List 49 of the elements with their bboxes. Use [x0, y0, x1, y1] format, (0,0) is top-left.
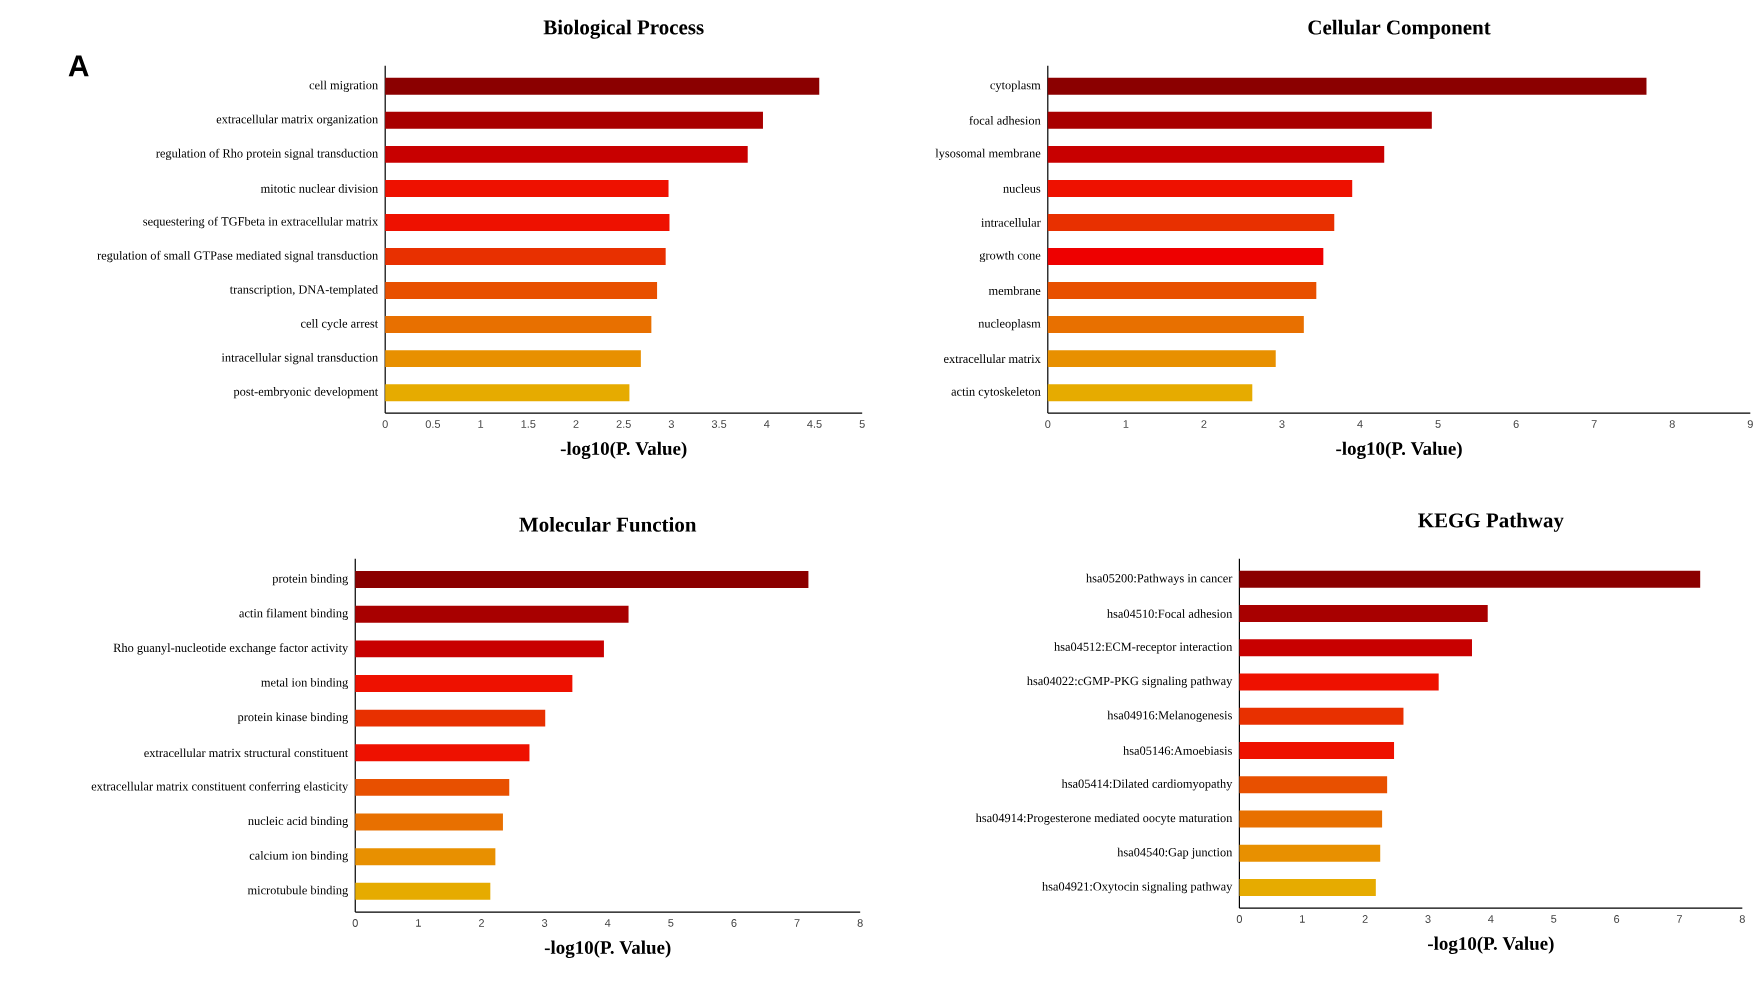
bar: [355, 778, 510, 796]
x-axis-title: -log10(P. Value): [1427, 936, 1554, 954]
chart-title: KEGG Pathway: [1418, 512, 1564, 532]
bar: [385, 111, 763, 129]
bar: [1047, 111, 1432, 129]
bar: [1239, 673, 1439, 691]
bar: [385, 214, 670, 231]
chart-title: Biological Process: [543, 19, 704, 39]
bar: [355, 848, 496, 866]
bar: [385, 77, 820, 95]
bar: [355, 571, 809, 589]
bar: [385, 179, 669, 197]
bar: [355, 640, 604, 658]
bar: [1239, 639, 1472, 657]
bar: [355, 709, 546, 727]
chart-title: Cellular Component: [1308, 19, 1491, 39]
bar: [355, 605, 629, 623]
bar: [1239, 605, 1488, 623]
bar: [385, 350, 641, 368]
bar: [355, 744, 530, 762]
bar: [1047, 282, 1317, 300]
x-axis-title: -log10(P. Value): [560, 441, 687, 460]
bar: [355, 882, 491, 900]
bar: [355, 813, 503, 831]
bar: [1239, 844, 1381, 862]
bar: [1047, 77, 1647, 95]
bar: [1239, 707, 1404, 725]
x-axis-title: -log10(P. Value): [544, 940, 671, 958]
bar: [385, 248, 666, 266]
bar: [1047, 350, 1276, 368]
bar: [1047, 214, 1335, 231]
bar: [1239, 810, 1383, 828]
x-axis-title: -log10(P. Value): [1336, 441, 1462, 460]
bar: [385, 145, 748, 163]
bar: [1047, 248, 1324, 266]
bar: [385, 384, 630, 402]
bar: [355, 675, 573, 693]
bar: [1047, 316, 1304, 334]
bar: [1239, 570, 1701, 588]
text: A: [68, 55, 89, 77]
bar: [385, 282, 658, 300]
bar: [1047, 179, 1353, 197]
bar: [1239, 776, 1388, 794]
bar: [1047, 384, 1253, 402]
bar: [1047, 145, 1385, 163]
bar: [385, 316, 652, 334]
bar: [1239, 742, 1395, 760]
bar: [1239, 879, 1376, 897]
chart-title: Molecular Function: [519, 517, 697, 532]
